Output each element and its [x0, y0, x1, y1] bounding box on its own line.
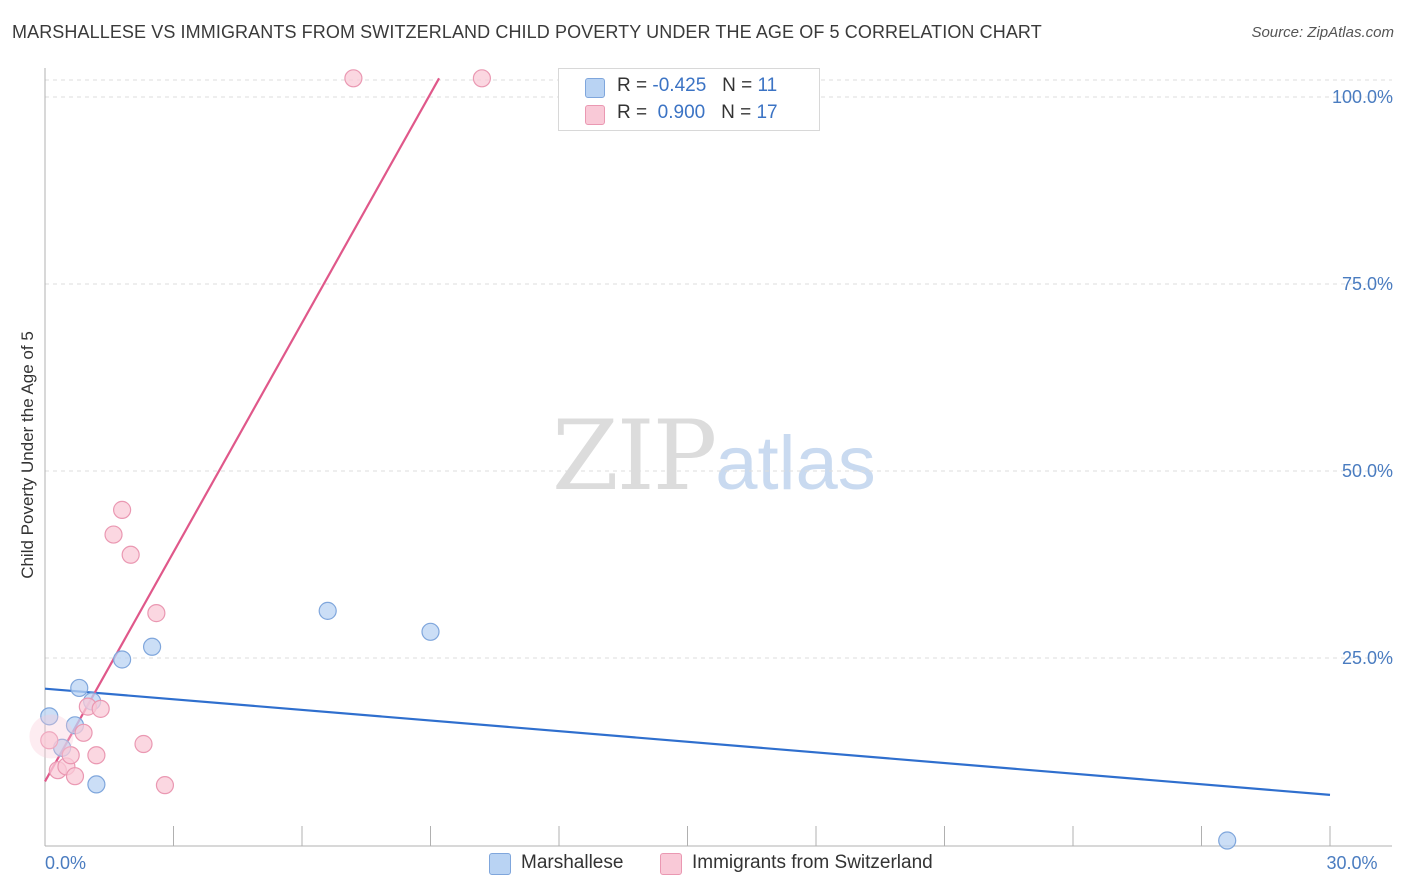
data-point-swiss	[74, 723, 93, 742]
data-point-swiss	[104, 525, 123, 544]
data-point-marshallese	[421, 622, 440, 641]
legend-n-value-marshallese: 11	[757, 75, 778, 96]
data-point-swiss	[65, 767, 85, 786]
legend-r-label: R =	[617, 75, 648, 96]
y-tick-label: 100.0%	[1332, 87, 1393, 107]
data-point-marshallese	[318, 601, 337, 620]
correlation-legend: R = -0.425 N = 11 R = 0.900 N = 17	[558, 68, 820, 131]
data-point-marshallese	[87, 775, 106, 794]
watermark-atlas: atlas	[715, 421, 876, 506]
data-point-swiss	[40, 731, 59, 750]
point-layer	[29, 69, 1237, 850]
bottom-legend-swatch-marshallese	[489, 853, 511, 875]
data-point-swiss	[134, 734, 153, 754]
chart-title: MARSHALLESE VS IMMIGRANTS FROM SWITZERLA…	[12, 22, 1042, 42]
data-point-swiss	[472, 69, 491, 88]
data-point-swiss	[87, 746, 106, 765]
data-point-marshallese	[112, 650, 132, 669]
legend-r-value-marshallese: -0.425	[652, 75, 707, 96]
bottom-legend-swatch-swiss	[660, 853, 682, 875]
legend-n-value-swiss: 17	[756, 102, 778, 123]
legend-swatch-marshallese	[585, 78, 605, 98]
y-tick-label: 75.0%	[1342, 274, 1393, 294]
x-tick-label: 0.0%	[45, 853, 86, 873]
bottom-legend-label-swiss: Immigrants from Switzerland	[692, 852, 933, 873]
data-point-swiss	[155, 776, 175, 795]
data-point-marshallese	[142, 637, 162, 656]
data-point-marshallese	[70, 678, 89, 698]
data-point-swiss	[147, 604, 166, 623]
data-point-swiss	[121, 545, 140, 564]
source-credit: Source: ZipAtlas.com	[1251, 24, 1394, 41]
y-tick-label: 25.0%	[1342, 648, 1393, 668]
trendline-layer	[44, 77, 1331, 796]
tick-label-layer: 25.0% 50.0% 75.0% 100.0% 0.0% 30.0%	[45, 87, 1393, 873]
data-point-swiss	[344, 69, 363, 88]
legend-r-label: R =	[617, 102, 648, 123]
watermark-zip: ZIP	[552, 400, 717, 512]
zipatlas-watermark: ZIPatlas	[552, 400, 876, 512]
data-point-swiss	[112, 500, 132, 519]
x-tick-label: 30.0%	[1326, 853, 1377, 873]
data-point-cluster-swiss	[29, 714, 74, 759]
data-point-marshallese	[40, 707, 59, 726]
y-tick-label: 50.0%	[1342, 461, 1393, 481]
trendline-swiss	[44, 77, 441, 782]
bottom-legend-label-marshallese: Marshallese	[521, 852, 624, 873]
trendline-marshallese	[44, 687, 1331, 796]
data-point-swiss	[91, 699, 110, 718]
data-point-marshallese	[1218, 831, 1237, 850]
legend-swatch-swiss	[585, 105, 605, 125]
axis-layer	[44, 68, 1392, 847]
data-point-swiss	[61, 746, 80, 765]
legend-r-value-swiss: 0.900	[657, 102, 706, 123]
legend-n-label: N =	[721, 102, 752, 123]
grid-layer	[45, 79, 1392, 659]
legend-n-label: N =	[722, 75, 753, 96]
